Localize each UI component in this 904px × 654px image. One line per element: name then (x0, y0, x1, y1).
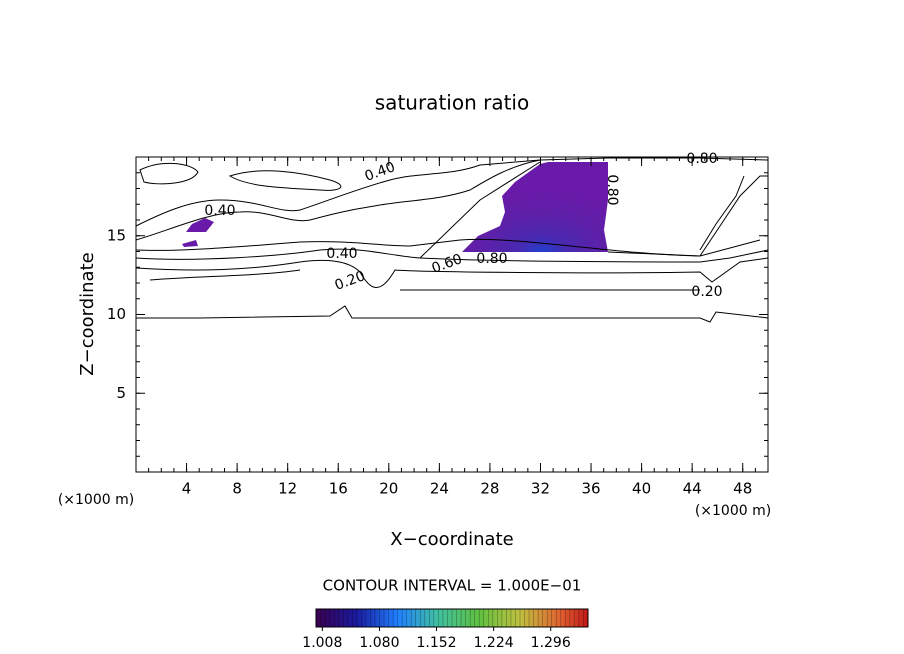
y-tick-label: 10 (107, 305, 126, 323)
colorbar-tick-label: 1.080 (359, 635, 399, 651)
contour-label: 0.60 (430, 251, 465, 277)
x-tick-label: 16 (329, 480, 348, 498)
contour-label: 0.40 (204, 203, 235, 219)
y-tick-label: 15 (107, 226, 126, 244)
x-tick-label: 40 (632, 480, 651, 498)
contour-lines (135, 157, 769, 323)
x-tick-label: 48 (733, 480, 752, 498)
x-tick-label: 32 (531, 480, 550, 498)
chart-title: saturation ratio (375, 91, 529, 115)
x-tick-label: 36 (581, 480, 600, 498)
contour-label: 0.80 (604, 174, 620, 205)
contour-label: 0.20 (333, 268, 368, 294)
contour-interval: CONTOUR INTERVAL = 1.000E−01 (323, 577, 582, 595)
contour-label: 0.20 (691, 284, 722, 300)
colorbar-tick-label: 1.008 (302, 635, 342, 651)
x-tick-label: 28 (480, 480, 499, 498)
y-axis-label: Z−coordinate (77, 252, 98, 375)
contour-label: 0.80 (686, 151, 717, 167)
colorbar-tick-label: 1.296 (531, 635, 571, 651)
y-unit: (×1000 m) (695, 503, 771, 519)
x-tick-label: 24 (430, 480, 449, 498)
contour-fill (182, 162, 608, 252)
x-tick-label: 4 (182, 480, 192, 498)
x-axis-label: X−coordinate (390, 529, 513, 550)
x-tick-label: 44 (683, 480, 702, 498)
contour-label: 0.40 (363, 159, 398, 185)
x-tick-label: 8 (232, 480, 242, 498)
y-tick-label: 5 (116, 384, 126, 402)
x-tick-label: 12 (278, 480, 297, 498)
x-tick-label: 20 (379, 480, 398, 498)
colorbar-tick-label: 1.224 (474, 635, 514, 651)
contour-label: 0.40 (326, 246, 357, 262)
colorbar-tick-label: 1.152 (416, 635, 456, 651)
x-unit: (×1000 m) (58, 492, 134, 508)
contour-label: 0.80 (476, 251, 507, 267)
